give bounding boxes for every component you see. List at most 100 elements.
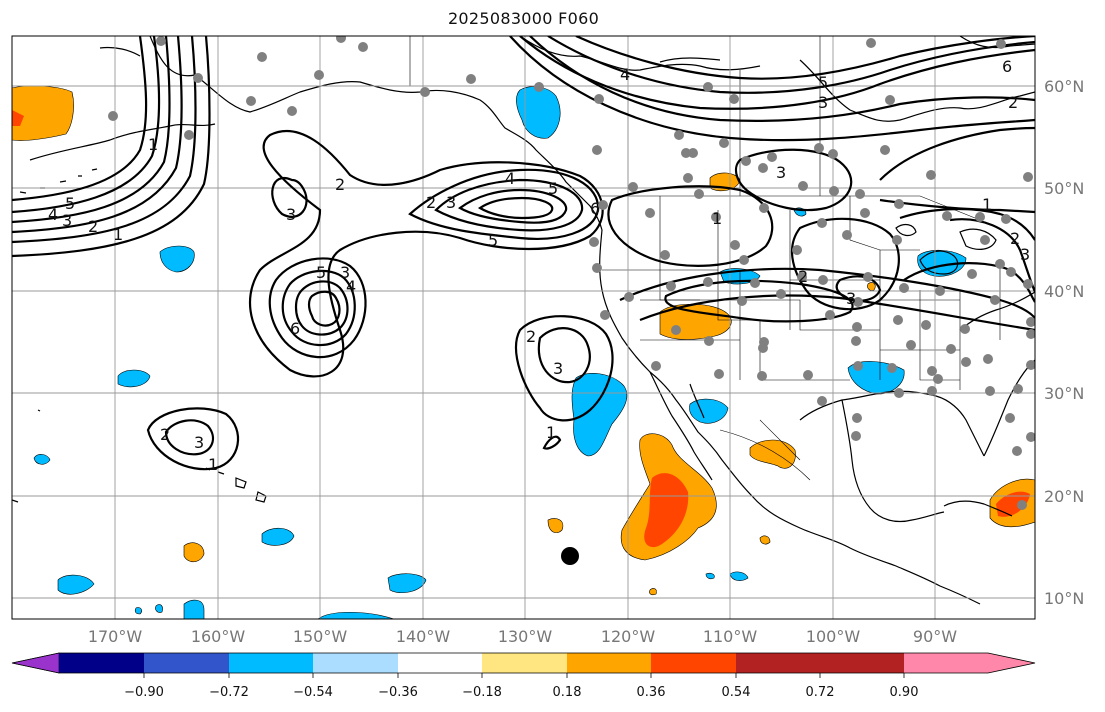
shade-negative <box>516 86 561 139</box>
latitude-labels: 60°N 50°N 40°N 30°N 20°N 10°N <box>1044 77 1084 608</box>
colorbar-label: 0.54 <box>722 685 751 700</box>
shade-negative <box>387 573 427 593</box>
shade-positive <box>12 85 74 141</box>
colorbar-label: 0.90 <box>890 685 919 700</box>
contour-label: 4 <box>505 169 515 188</box>
lon-label: 120°W <box>601 627 656 646</box>
shade-negative <box>689 398 729 424</box>
shade-negative <box>134 607 142 615</box>
colorbar: −0.90 −0.72 −0.54 −0.36 −0.18 0.18 0.36 … <box>11 652 1036 700</box>
shade-positive <box>183 542 205 563</box>
contour-label: 5 <box>548 179 558 198</box>
colorbar-segment <box>313 653 398 673</box>
colorbar-label: −0.90 <box>124 685 164 700</box>
graticule <box>12 36 1035 619</box>
shade-positive-high <box>996 491 1030 517</box>
contour-label: 1 <box>712 209 722 228</box>
lon-label: 160°W <box>191 627 246 646</box>
contour-label: 2 <box>88 217 98 236</box>
station-markers <box>108 36 1035 510</box>
contour-label: 3 <box>194 433 204 452</box>
colorbar-segment <box>59 653 144 673</box>
contour-label: 3 <box>340 263 350 282</box>
colorbar-segment <box>651 653 736 673</box>
contour-label: 1 <box>546 423 556 442</box>
contour-label: 4 <box>620 65 630 84</box>
colorbar-segment <box>736 653 820 673</box>
shade-negative <box>33 454 51 465</box>
lat-label: 50°N <box>1044 179 1084 198</box>
lon-label: 130°W <box>498 627 553 646</box>
colorbar-label: −0.36 <box>378 685 418 700</box>
shade-positive <box>749 439 796 469</box>
shade-negative <box>261 527 295 546</box>
lat-label: 20°N <box>1044 487 1084 506</box>
shade-negative <box>117 369 151 388</box>
contour-label: 1 <box>113 225 123 244</box>
shade-negative <box>571 373 628 457</box>
lat-label: 10°N <box>1044 589 1084 608</box>
contour-label: 6 <box>590 199 600 218</box>
lat-label: 40°N <box>1044 282 1084 301</box>
shade-positive-high <box>12 110 24 126</box>
contour-label: 1 <box>148 135 158 154</box>
contour-label: 4 <box>48 205 58 224</box>
lon-label: 170°W <box>88 627 143 646</box>
contour-label: 2 <box>526 327 536 346</box>
colorbar-extend-max-color <box>904 653 1035 673</box>
shade-positive <box>759 535 771 545</box>
contour-label: 3 <box>62 211 72 230</box>
contour-label: 3 <box>818 93 828 112</box>
contour-label: 3 <box>776 163 786 182</box>
lon-label: 110°W <box>703 627 758 646</box>
contour-label: 6 <box>1002 57 1012 76</box>
map-title: 2025083000 F060 <box>447 9 600 28</box>
contour-label: 3 <box>446 193 456 212</box>
shade-negative <box>183 599 205 619</box>
contour-label: 6 <box>290 319 300 338</box>
lon-label: 150°W <box>293 627 348 646</box>
map-content: 5 4 3 2 1 2 3 5 6 3 4 5 2 3 4 5 6 2 3 1 … <box>12 36 1035 619</box>
lon-label: 100°W <box>806 627 861 646</box>
colorbar-label: −0.18 <box>462 685 502 700</box>
colorbar-label: −0.72 <box>209 685 249 700</box>
contour-label: 1 <box>982 195 992 214</box>
coastlines <box>12 36 1035 605</box>
contour-label: 5 <box>818 73 828 92</box>
contour-label: 5 <box>316 263 326 282</box>
contour-label: 1 <box>208 455 218 474</box>
contour-label: 3 <box>1020 245 1030 264</box>
contour-label: 2 <box>160 425 170 444</box>
shade-negative <box>57 574 95 595</box>
contour-label: 2 <box>798 267 808 286</box>
contour-lines <box>12 36 1035 471</box>
shade-positive <box>867 282 876 291</box>
shade-negative <box>159 245 195 273</box>
shade-negative <box>705 572 715 580</box>
shade-negative <box>155 604 163 613</box>
map-frame <box>11 35 1036 620</box>
contour-label: 4 <box>346 277 356 296</box>
lon-label: 90°W <box>913 627 957 646</box>
colorbar-extend-min <box>11 652 60 674</box>
contour-label: 3 <box>286 205 296 224</box>
colorbar-label: 0.18 <box>553 685 582 700</box>
colorbar-segment <box>144 653 229 673</box>
contour-label: 5 <box>65 194 75 213</box>
colorbar-segment <box>229 653 313 673</box>
contour-label: 2 <box>1008 93 1018 112</box>
colorbar-segment <box>567 653 651 673</box>
shade-negative <box>729 571 749 581</box>
colorbar-label: 0.72 <box>806 685 835 700</box>
shade-positive-high <box>644 473 689 548</box>
colorbar-label: 0.36 <box>637 685 666 700</box>
contour-label: 2 <box>335 175 345 194</box>
colorbar-segment <box>398 653 482 673</box>
contour-label-group: 5 4 3 2 1 2 3 5 6 3 4 5 2 3 4 5 6 2 3 1 … <box>48 57 1030 474</box>
longitude-labels: 170°W 160°W 150°W 140°W 130°W 120°W 110°… <box>88 627 957 646</box>
contour-label: 3 <box>846 289 856 308</box>
shade-positive <box>547 518 564 533</box>
contour-label: 3 <box>553 359 563 378</box>
storm-marker <box>561 547 579 565</box>
